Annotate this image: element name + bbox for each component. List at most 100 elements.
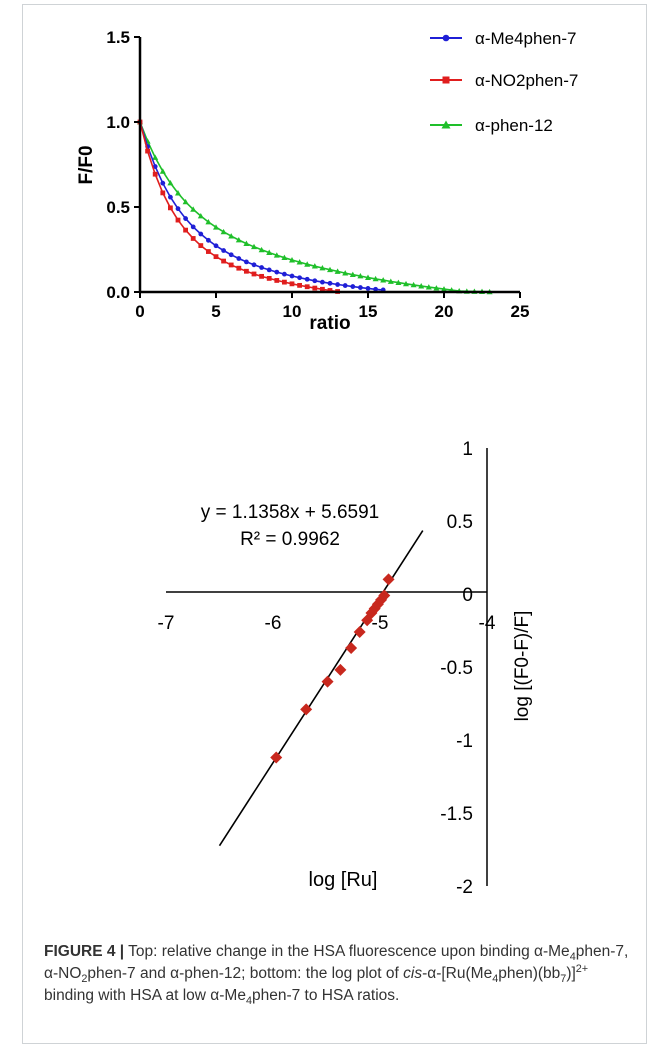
top-x-tick-label: 15 — [359, 302, 378, 321]
data-point — [228, 252, 234, 258]
data-point — [251, 262, 257, 268]
legend-label-no2phen: α-NO2phen-7 — [475, 71, 578, 90]
data-point — [259, 273, 264, 279]
data-point — [342, 270, 349, 276]
caption-lead: FIGURE 4 | — [44, 943, 125, 960]
data-point — [334, 663, 347, 676]
bottom-chart-marks — [270, 573, 395, 764]
data-point — [266, 276, 272, 281]
data-point — [319, 265, 326, 271]
data-point — [236, 265, 242, 271]
legend-label-phen12: α-phen-12 — [475, 116, 553, 135]
top-x-tick-label: 0 — [135, 302, 144, 321]
data-point — [410, 281, 417, 288]
data-point — [168, 194, 173, 200]
caption-part: Top: relative change in the HSA fluoresc… — [124, 943, 570, 960]
data-point — [206, 237, 211, 243]
caption-part: binding with HSA at low α-Me — [44, 987, 246, 1004]
trendline-equation: y = 1.1358x + 5.6591 — [201, 502, 380, 523]
legend-marker-no2phen — [442, 76, 450, 84]
data-point — [274, 269, 280, 275]
data-point — [152, 164, 158, 169]
data-point — [221, 248, 227, 253]
data-point — [228, 262, 234, 268]
bottom-y-tick-label: 0 — [462, 585, 473, 606]
data-point — [213, 254, 219, 260]
data-point — [357, 273, 364, 279]
top-y-tick-label: 1.5 — [106, 28, 130, 47]
data-point — [168, 205, 173, 211]
data-point — [297, 282, 302, 288]
data-point — [289, 273, 295, 279]
figure-caption: FIGURE 4 | Top: relative change in the H… — [44, 941, 634, 1007]
r-squared: R² = 0.9962 — [240, 529, 340, 550]
top-legend: α-Me4phen-7 α-NO2phen-7 α-phen-12 — [430, 29, 578, 135]
data-point — [160, 180, 166, 186]
top-y-tick-label: 1.0 — [106, 113, 130, 132]
top-chart-ticks: 0 5 10 15 20 25 0.0 0.5 1.0 1.5 — [106, 28, 529, 321]
data-point — [300, 703, 313, 716]
data-point — [296, 259, 303, 265]
data-point — [365, 286, 371, 291]
data-point — [373, 286, 378, 292]
legend-marker-me4phen — [442, 34, 450, 42]
bottom-chart-ticks: -7 -6 -5 -4 1 0.5 0 -0.5 -1 -1.5 -2 — [158, 439, 496, 898]
data-point — [198, 243, 204, 248]
bottom-y-tick-label: -0.5 — [440, 658, 473, 679]
top-x-axis-label: ratio — [309, 313, 350, 334]
bottom-x-tick-label: -6 — [265, 613, 282, 634]
data-point — [244, 268, 249, 274]
data-point — [175, 217, 181, 223]
data-point — [197, 213, 204, 219]
caption-italic: cis — [403, 965, 423, 982]
bottom-x-tick-label: -4 — [479, 613, 496, 634]
top-chart: 0 5 10 15 20 25 0.0 0.5 1.0 1.5 F/F0 ratio α-Me4p… — [76, 28, 578, 334]
data-point — [425, 284, 432, 290]
data-point — [190, 206, 197, 212]
data-point — [145, 148, 150, 154]
data-point — [258, 246, 265, 253]
data-point — [395, 279, 402, 286]
data-point — [327, 266, 333, 273]
data-point — [378, 589, 391, 602]
data-point — [304, 276, 310, 282]
caption-part: -α-[Ru(Me — [422, 965, 493, 982]
data-point — [365, 274, 371, 280]
data-point — [382, 573, 395, 586]
caption-sup: 2+ — [575, 962, 589, 975]
top-y-axis-label: F/F0 — [76, 145, 97, 184]
bottom-y-tick-label: -2 — [456, 877, 473, 898]
caption-part: )] — [566, 965, 576, 982]
data-point — [198, 231, 204, 237]
data-point — [349, 271, 356, 278]
data-point — [183, 227, 188, 233]
data-point — [312, 285, 318, 291]
data-point — [350, 284, 356, 289]
caption-part: phen-7 to HSA ratios. — [251, 987, 400, 1004]
data-point — [213, 224, 219, 230]
data-point — [273, 252, 280, 258]
bottom-y-tick-label: 1 — [462, 439, 473, 460]
data-point — [372, 275, 379, 282]
data-point — [304, 261, 311, 267]
data-point — [358, 285, 363, 290]
data-point — [321, 675, 334, 688]
data-point — [312, 278, 318, 284]
data-point — [251, 243, 257, 250]
caption-part: phen-7, α-NO — [44, 943, 629, 982]
data-point — [274, 278, 280, 283]
caption-part: phen)(bb — [498, 965, 561, 982]
top-y-tick-label: 0.5 — [106, 198, 130, 217]
data-point — [175, 190, 181, 196]
data-point — [342, 283, 348, 288]
top-x-tick-label: 20 — [435, 302, 454, 321]
data-point — [297, 275, 302, 281]
data-point — [167, 180, 174, 186]
top-x-tick-label: 25 — [511, 302, 530, 321]
data-point — [353, 625, 366, 638]
caption-sub: 4 — [492, 973, 499, 986]
data-point — [183, 216, 189, 221]
data-point — [441, 286, 447, 292]
top-chart-marks — [137, 119, 493, 295]
